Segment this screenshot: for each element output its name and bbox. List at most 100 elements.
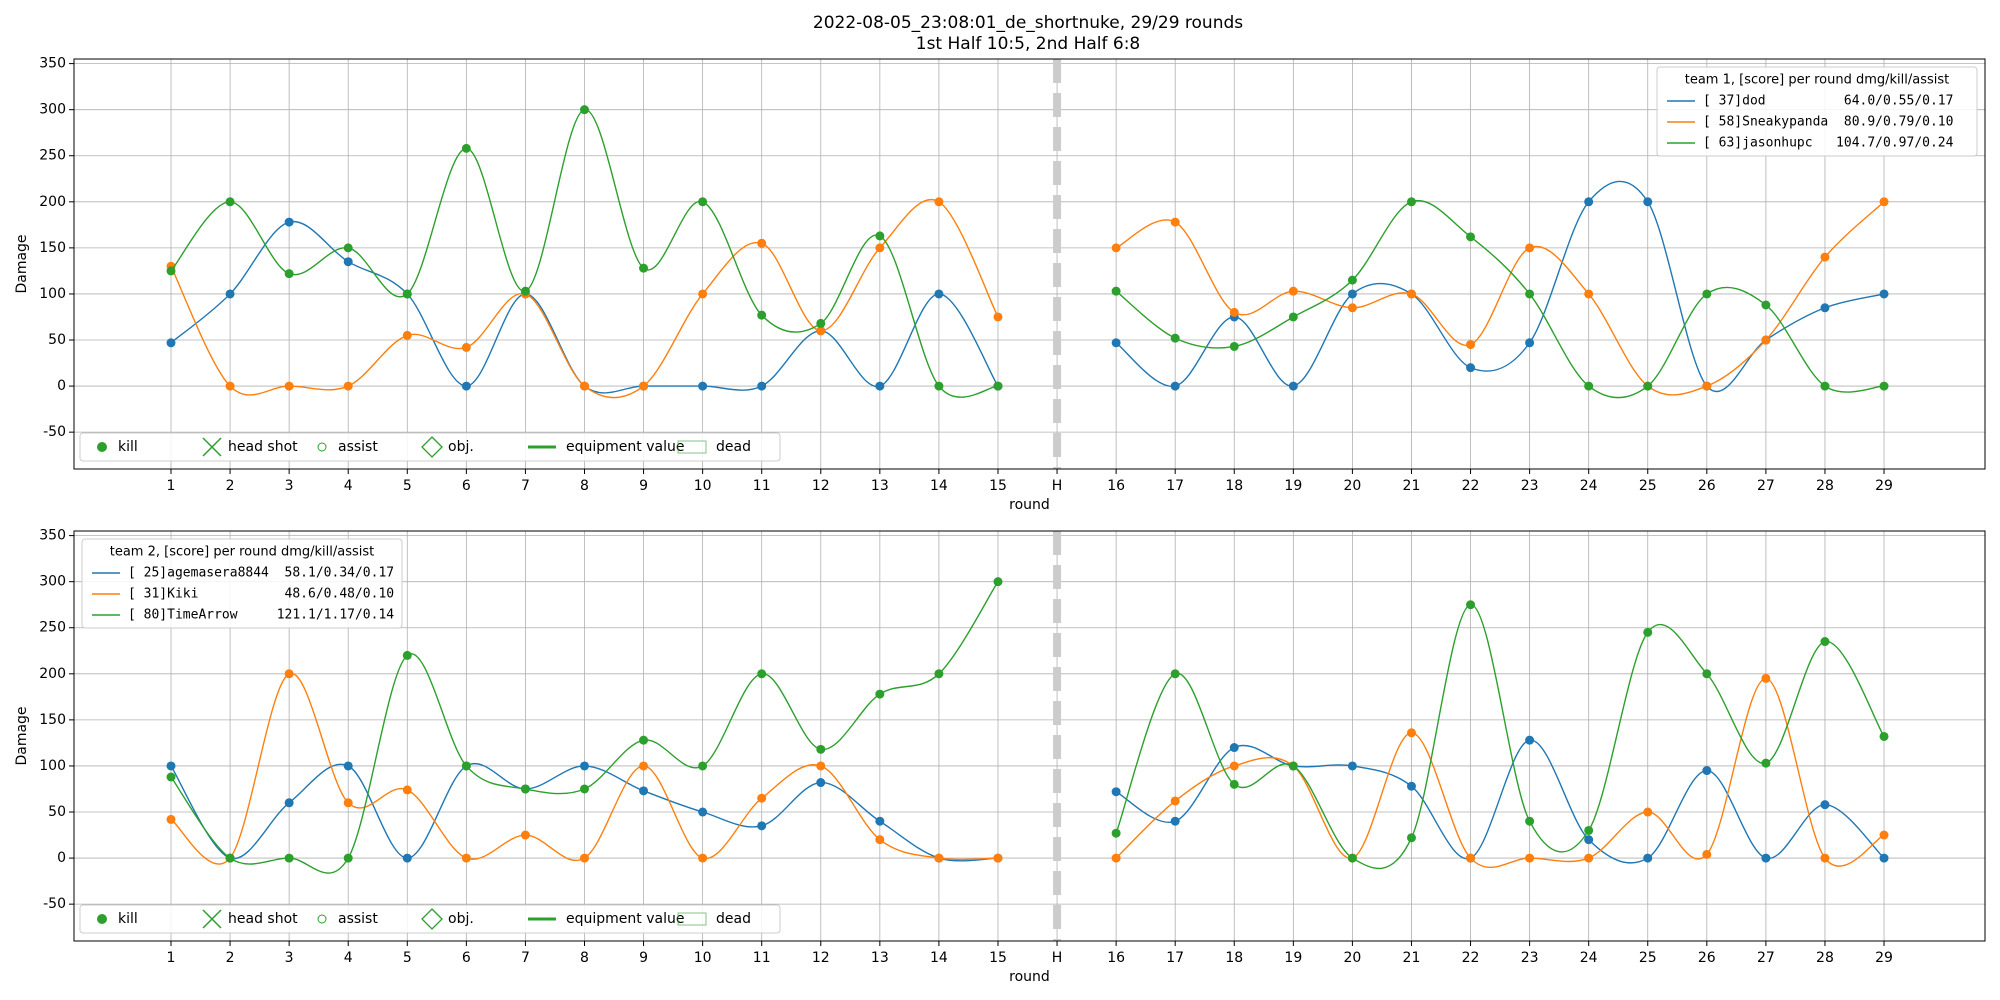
kill-marker [757,310,767,320]
x-tick-label: 17 [1166,950,1184,966]
x-tick-label: 29 [1875,950,1893,966]
marker-legend-label: kill [118,911,138,927]
kill-marker [1879,853,1889,863]
kill-marker [1879,197,1889,207]
kill-marker [461,342,471,352]
x-tick-label: 9 [639,478,648,494]
series-line [1115,180,1885,393]
kill-marker [402,853,412,863]
kill-marker [1702,381,1712,391]
kill-marker [1406,781,1416,791]
kill-marker [639,761,649,771]
x-tick-label: 9 [639,950,648,966]
legend-label: [ 80]TimeArrow 121.1/1.17/0.14 [128,608,394,623]
kill-marker [579,784,589,794]
x-tick-label: 11 [753,478,771,494]
marker-legend-label: dead [716,439,751,455]
kill-marker [698,381,708,391]
kill-marker [993,312,1003,322]
y-axis-label: Damage [14,234,30,293]
x-tick-label: H [1052,478,1063,494]
x-tick-label: 10 [694,478,712,494]
x-axis-label: round [1009,497,1050,513]
x-tick-label: 19 [1284,950,1302,966]
x-tick-label: 8 [580,950,589,966]
kill-marker [402,785,412,795]
kill-marker [993,381,1003,391]
legend-symbol [421,908,443,930]
y-tick-label: 250 [39,620,66,636]
marker-legend-label: kill [118,439,138,455]
kill-marker [461,143,471,153]
kill-marker [1584,197,1594,207]
kill-marker [166,772,176,782]
kill-marker [698,289,708,299]
kill-marker [698,761,708,771]
kill-marker [1584,381,1594,391]
x-tick-label: 12 [812,478,830,494]
y-tick-label: -50 [43,896,66,912]
x-tick-label: 18 [1225,478,1243,494]
y-tick-label: 100 [39,758,66,774]
x-tick-label: 6 [462,950,471,966]
kill-marker [579,105,589,115]
kill-marker [1761,335,1771,345]
kill-marker [1170,816,1180,826]
x-tick-label: 5 [403,950,412,966]
kill-marker [579,853,589,863]
kill-marker [1406,197,1416,207]
kill-marker [343,257,353,267]
series-line [1115,739,1885,864]
legend-symbol [202,437,222,457]
kill-marker [579,761,589,771]
kill-marker [875,381,885,391]
kill-marker [461,853,471,863]
y-tick-label: 200 [39,194,66,210]
marker-legend-label: assist [338,439,378,455]
marker-legend-label: equipment value [566,439,684,455]
kill-marker [757,238,767,248]
kill-marker [166,761,176,771]
kill-marker [1170,217,1180,227]
kill-marker [1761,758,1771,768]
kill-marker [166,338,176,348]
marker-legend-label: obj. [448,911,474,927]
x-tick-label: 26 [1698,478,1716,494]
marker-legend-box [79,432,781,462]
x-tick-label: 22 [1462,950,1480,966]
x-tick-label: 27 [1757,950,1775,966]
kill-marker [1643,381,1653,391]
y-tick-label: 50 [48,332,66,348]
legend-symbol [677,440,707,454]
kill-marker [1525,289,1535,299]
kill-marker [1820,252,1830,262]
kill-marker [1466,232,1476,242]
x-tick-label: 15 [989,950,1007,966]
kill-marker [1111,853,1121,863]
kill-marker [1466,340,1476,350]
kill-marker [875,243,885,253]
x-tick-label: 1 [167,478,176,494]
x-tick-label: 13 [871,478,889,494]
y-tick-label: 0 [57,378,66,394]
x-tick-label: 5 [403,478,412,494]
kill-marker [166,266,176,276]
marker-legend-label: obj. [448,439,474,455]
kill-marker [1702,766,1712,776]
kill-marker [1111,787,1121,797]
marker-legend-label: equipment value [566,911,684,927]
kill-marker [1879,289,1889,299]
kill-marker [1761,300,1771,310]
legend-label: [ 58]Sneakypanda 80.9/0.79/0.10 [1703,115,1953,130]
x-tick-label: 11 [753,950,771,966]
x-tick-label: 4 [344,950,353,966]
x-tick-label: 28 [1816,478,1834,494]
kill-marker [579,381,589,391]
y-tick-label: 250 [39,148,66,164]
legend-symbol [202,909,222,929]
marker-legend-box [79,904,781,934]
x-tick-label: 25 [1639,950,1657,966]
kill-marker [284,853,294,863]
kill-marker [402,330,412,340]
legend-label: [ 37]dod 64.0/0.55/0.17 [1703,94,1953,109]
